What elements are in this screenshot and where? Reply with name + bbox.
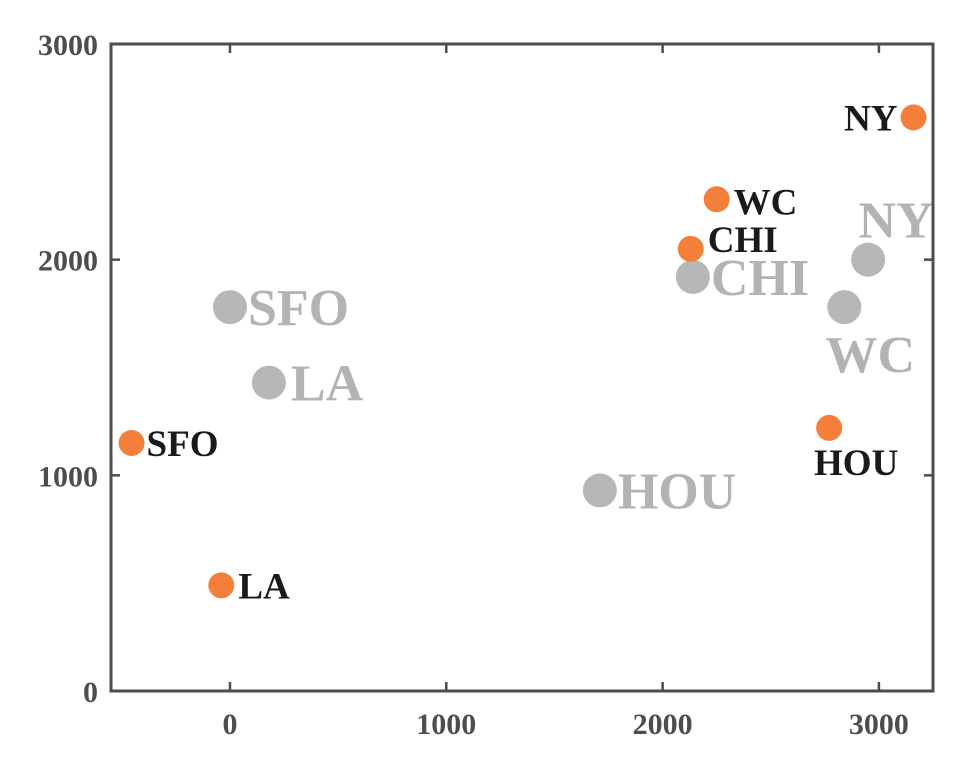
y-tick-label: 2000: [38, 245, 98, 278]
point-label-gray-chi: CHI: [711, 250, 809, 307]
point-label-orange-ny: NY: [844, 98, 898, 139]
point-label-orange-chi: CHI: [708, 220, 778, 261]
point-label-orange-sfo: SFO: [147, 424, 219, 465]
point-orange-wc: [703, 186, 730, 213]
point-orange-la: [208, 572, 235, 599]
chart-marks: SFO LA HOU CHI NY WC SFO LA HOU CHI NY WC: [118, 98, 934, 607]
point-label-orange-wc: WC: [734, 182, 798, 223]
point-orange-ny: [900, 104, 927, 131]
x-tick-label: 0: [222, 708, 237, 741]
x-tick-label: 1000: [416, 708, 476, 741]
point-gray-hou: [582, 473, 617, 508]
point-gray-sfo: [212, 290, 247, 325]
point-orange-chi: [677, 235, 704, 262]
point-label-gray-sfo: SFO: [248, 280, 349, 337]
point-label-gray-la: LA: [291, 356, 364, 413]
point-gray-chi: [675, 259, 710, 294]
plot-frame: [109, 42, 935, 693]
point-gray-wc: [827, 290, 862, 325]
point-label-orange-la: LA: [238, 566, 290, 607]
point-label-gray-ny: NY: [859, 193, 934, 250]
y-tick-label: 3000: [38, 29, 98, 62]
chart-axes: 0 1000 2000 3000 0 1000 2000 3000: [38, 29, 935, 741]
y-tick-label: 0: [83, 676, 98, 709]
x-tick-label: 3000: [849, 708, 909, 741]
point-gray-ny: [851, 242, 886, 277]
y-tick-label: 1000: [38, 460, 98, 493]
point-gray-la: [251, 365, 286, 400]
point-label-gray-wc: WC: [826, 327, 916, 384]
x-tick-label: 2000: [633, 708, 693, 741]
point-label-orange-hou: HOU: [814, 443, 898, 484]
point-orange-sfo: [118, 429, 145, 456]
point-orange-hou: [816, 414, 843, 441]
point-label-gray-hou: HOU: [618, 463, 736, 520]
